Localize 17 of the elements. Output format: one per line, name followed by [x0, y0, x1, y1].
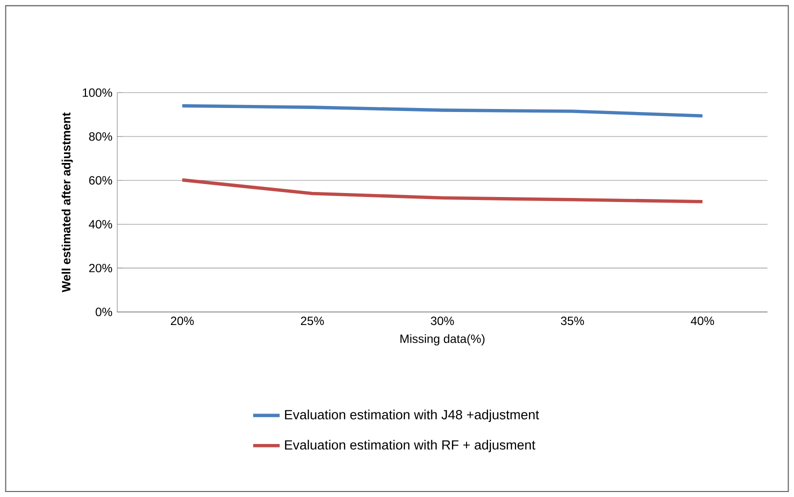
- x-axis-title: Missing data(%): [400, 334, 484, 346]
- y-tick-label: 100%: [82, 88, 112, 97]
- y-tick-label: 0%: [96, 308, 112, 316]
- x-tick-label: 20%: [170, 316, 194, 325]
- y-tick-label: 80%: [89, 132, 112, 141]
- legend-label: Evaluation estimation with J48 +adjustment: [285, 410, 540, 422]
- line-series: [180, 104, 704, 118]
- line-series: [180, 178, 704, 204]
- x-tick-label: 35%: [560, 316, 584, 325]
- y-axis-title: Well estimated after adjustment: [62, 112, 73, 292]
- y-tick-label: 60%: [89, 176, 112, 184]
- x-tick-label: 30%: [430, 316, 454, 325]
- x-tick-label: 25%: [300, 316, 324, 325]
- y-tick-label: 20%: [89, 264, 112, 272]
- y-tick-label: 40%: [88, 220, 112, 228]
- legend-label: Evaluation estimation with RF + adjusment: [285, 440, 536, 452]
- x-tick-label: 40%: [690, 316, 714, 325]
